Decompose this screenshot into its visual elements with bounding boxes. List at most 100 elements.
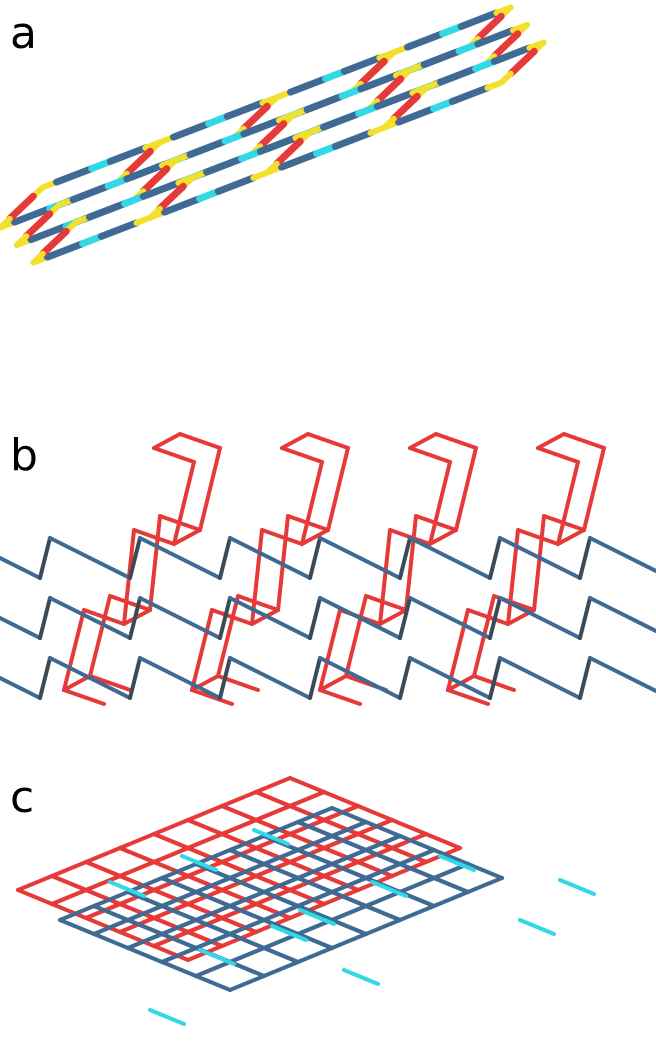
red-net-rhombus	[186, 874, 224, 892]
blue-chain-bond	[538, 676, 582, 700]
blue-chain-bond	[498, 596, 542, 620]
blue-net-rhombus	[228, 876, 266, 894]
red-net-rhombus	[50, 860, 88, 878]
blue-net-rhombus	[228, 862, 266, 880]
cyan-linker	[108, 880, 146, 898]
blue-net-rhombus	[92, 932, 130, 950]
red-net-rhombus	[356, 832, 394, 850]
blue-net-rhombus	[296, 806, 334, 824]
red-net-rhombus	[152, 832, 190, 850]
blue-chain-bond	[358, 616, 402, 640]
blue-net-rhombus	[296, 932, 334, 950]
red-net-rhombus	[288, 860, 326, 878]
red-net-rhombus	[118, 930, 156, 948]
gray-chain-bond	[488, 536, 502, 580]
linker-bond	[437, 65, 480, 86]
blue-net-rhombus	[228, 918, 266, 936]
blue-net-rhombus	[296, 876, 334, 894]
linker-bond	[186, 137, 229, 159]
short-bond	[22, 210, 54, 240]
blue-chain-bond	[588, 596, 632, 620]
node-link	[14, 233, 30, 248]
blue-net-rhombus	[330, 834, 368, 852]
red-net-rhombus	[152, 846, 190, 864]
red-net-rhombus	[390, 846, 428, 864]
node-link	[0, 215, 13, 231]
gray-chain-bond	[578, 596, 592, 640]
blue-chain-bond	[178, 556, 222, 580]
red-framework-bond	[152, 446, 196, 464]
gray-chain-bond	[488, 596, 502, 640]
blue-chain-bond	[48, 536, 92, 560]
red-net-rhombus	[356, 804, 394, 822]
red-net-rhombus	[152, 860, 190, 878]
linker-bond	[27, 222, 70, 244]
blue-net-rhombus	[296, 834, 334, 852]
cyan-linker	[342, 968, 380, 986]
blue-chain-bond	[88, 676, 132, 700]
red-framework-bond	[108, 594, 152, 612]
blue-net-rhombus	[330, 862, 368, 880]
red-net-rhombus	[186, 804, 224, 822]
blue-net-rhombus	[194, 848, 232, 866]
cyan-linker	[370, 880, 408, 898]
gray-chain-bond	[218, 596, 232, 640]
blue-net-rhombus	[92, 904, 130, 922]
blue-net-rhombus	[194, 918, 232, 936]
red-framework-bond	[364, 594, 408, 612]
node-link	[498, 70, 514, 86]
linker-bond	[256, 134, 299, 155]
blue-net-rhombus	[194, 876, 232, 894]
blue-net-rhombus	[432, 848, 470, 866]
red-rung	[62, 674, 92, 692]
gray-chain-bond	[128, 656, 142, 700]
red-rung	[280, 432, 310, 450]
linker-bond	[373, 89, 416, 110]
red-net-rhombus	[220, 888, 258, 906]
red-net-rhombus	[16, 888, 54, 906]
red-net-rhombus	[220, 860, 258, 878]
linker-bond	[203, 155, 246, 176]
blue-net-rhombus	[364, 918, 402, 936]
red-net-rhombus	[390, 818, 428, 836]
red-net-rhombus	[254, 790, 292, 808]
blue-net-rhombus	[126, 890, 164, 908]
blue-net-rhombus	[262, 960, 300, 978]
short-bond	[273, 137, 304, 168]
red-net-rhombus	[220, 790, 258, 808]
cyan-linker	[438, 854, 476, 872]
blue-net-rhombus	[126, 904, 164, 922]
blue-net-rhombus	[194, 960, 232, 978]
blue-net-rhombus	[126, 918, 164, 936]
blue-chain-bond	[138, 596, 182, 620]
blue-chain-bond	[268, 676, 312, 700]
blue-chain-bond	[138, 656, 182, 680]
red-net-rhombus	[84, 860, 122, 878]
blue-net-rhombus	[364, 820, 402, 838]
linker-bond	[69, 182, 112, 204]
blue-net-rhombus	[262, 848, 300, 866]
blue-chain-bond	[318, 656, 362, 680]
linker-bond	[97, 219, 140, 240]
cyan-linker	[558, 878, 596, 896]
red-net-rhombus	[288, 832, 326, 850]
red-framework-bond	[562, 432, 606, 450]
linker-bond	[420, 47, 463, 69]
blue-net-rhombus	[364, 862, 402, 880]
blue-net-rhombus	[228, 904, 266, 922]
red-rung	[318, 674, 348, 692]
red-net-rhombus	[186, 930, 224, 948]
blue-net-rhombus	[330, 918, 368, 936]
linker-bond	[320, 110, 363, 131]
red-rung	[536, 432, 566, 450]
blue-net-rhombus	[194, 904, 232, 922]
blue-net-rhombus	[92, 918, 130, 936]
blue-net-rhombus	[262, 918, 300, 936]
blue-net-rhombus	[364, 904, 402, 922]
blue-net-rhombus	[398, 862, 436, 880]
panel-c: c	[0, 770, 656, 1061]
red-net-rhombus	[118, 874, 156, 892]
linker-bond	[278, 150, 321, 171]
red-net-rhombus	[84, 874, 122, 892]
red-net-rhombus	[152, 818, 190, 836]
